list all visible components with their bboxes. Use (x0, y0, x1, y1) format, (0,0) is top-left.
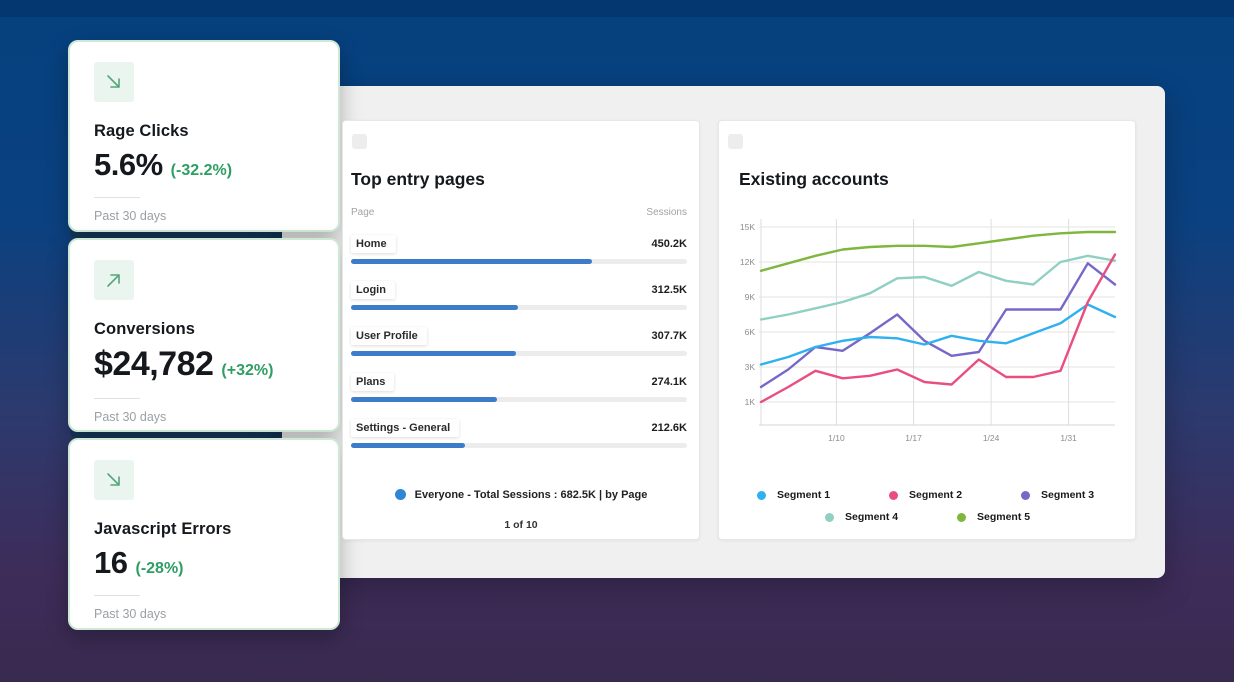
arrow-down-right-icon (107, 473, 120, 486)
sessions-value: 274.1K (651, 376, 687, 388)
page-label[interactable]: Home (351, 235, 396, 253)
sessions-bar (351, 259, 592, 264)
sessions-bar (351, 397, 498, 402)
metric-value: 16 (94, 545, 128, 580)
legend-item-segment-3[interactable]: Segment 3 (1021, 489, 1153, 501)
sessions-bar (351, 305, 519, 310)
metric-value: 5.6% (94, 147, 163, 182)
sessions-bar (351, 443, 465, 448)
svg-text:3K: 3K (745, 362, 756, 372)
metric-delta: (-28%) (135, 560, 184, 577)
sessions-bar (351, 351, 516, 356)
bar-track (351, 397, 687, 402)
column-header-page: Page (351, 207, 375, 218)
page-label[interactable]: User Profile (351, 327, 427, 345)
legend-item-segment-1[interactable]: Segment 1 (757, 489, 889, 501)
column-header-sessions: Sessions (646, 207, 687, 218)
divider (94, 595, 140, 596)
metric-title: Rage Clicks (94, 122, 189, 140)
legend-item-segment-5[interactable]: Segment 5 (957, 511, 1089, 523)
svg-text:9K: 9K (745, 292, 756, 302)
metric-title: Javascript Errors (94, 520, 232, 538)
metric-title: Conversions (94, 320, 196, 338)
legend-dot-icon (1021, 490, 1030, 500)
metric-value: $24,782 (94, 345, 214, 383)
legend-label: Segment 1 (777, 489, 831, 501)
chart-legend-text: Everyone - Total Sessions : 682.5K | by … (414, 488, 648, 501)
drag-handle-icon[interactable] (352, 134, 367, 149)
table-row[interactable]: Login 312.5K (351, 280, 687, 310)
legend-dot-icon (825, 512, 834, 522)
trend-icon-box (94, 460, 134, 500)
panel-title: Top entry pages (351, 169, 485, 189)
svg-text:1/24: 1/24 (983, 433, 1000, 443)
series-dot-icon (394, 489, 406, 500)
sessions-value: 450.2K (651, 238, 687, 250)
page-label[interactable]: Settings - General (351, 419, 460, 437)
bar-track (351, 259, 687, 264)
divider (94, 197, 140, 198)
bar-track (351, 305, 687, 310)
metric-card-javascript-errors[interactable]: Javascript Errors 16 (-28%) Past 30 days (68, 438, 340, 630)
legend-dot-icon (757, 490, 766, 500)
page-label[interactable]: Login (351, 281, 395, 299)
existing-accounts-panel: Existing accounts 15K 12K 9K 6K 3K 1K 1/10 1/17… (718, 120, 1136, 540)
legend-label: Segment 2 (909, 489, 963, 501)
sessions-value: 307.7K (651, 330, 687, 342)
svg-text:12K: 12K (740, 257, 755, 267)
legend-dot-icon (957, 512, 966, 522)
metric-period: Past 30 days (94, 209, 167, 223)
legend-label: Segment 4 (845, 511, 899, 523)
arrow-up-right-icon (107, 274, 120, 287)
metric-card-conversions[interactable]: Conversions $24,782 (+32%) Past 30 days (68, 238, 340, 432)
panel-title: Existing accounts (739, 169, 889, 189)
svg-text:6K: 6K (745, 327, 756, 337)
metric-delta: (+32%) (221, 362, 274, 379)
svg-text:1K: 1K (745, 397, 756, 407)
legend-item-segment-2[interactable]: Segment 2 (889, 489, 1021, 501)
sessions-value: 212.6K (651, 422, 687, 434)
svg-text:1/10: 1/10 (828, 433, 845, 443)
legend-label: Segment 5 (977, 511, 1031, 523)
svg-text:15K: 15K (740, 222, 755, 232)
metric-card-rage-clicks[interactable]: Rage Clicks 5.6% (-32.2%) Past 30 days (68, 40, 340, 232)
page-label[interactable]: Plans (351, 373, 395, 391)
svg-text:1/17: 1/17 (905, 433, 922, 443)
trend-icon-box (94, 62, 134, 102)
legend-dot-icon (889, 490, 898, 500)
bar-track (351, 351, 687, 356)
table-row[interactable]: Home 450.2K (351, 234, 687, 264)
divider (94, 398, 140, 399)
legend-label: Segment 3 (1041, 489, 1095, 501)
bar-track (351, 443, 687, 448)
sessions-value: 312.5K (651, 284, 687, 296)
table-row[interactable]: Settings - General 212.6K (351, 418, 687, 448)
drag-handle-icon[interactable] (728, 134, 743, 149)
legend-item-segment-4[interactable]: Segment 4 (825, 511, 957, 523)
metric-period: Past 30 days (94, 607, 167, 621)
table-row[interactable]: User Profile 307.7K (351, 326, 687, 356)
metric-period: Past 30 days (94, 410, 167, 424)
pagination-label: 1 of 10 (504, 519, 538, 531)
background-top-band (0, 0, 1234, 17)
trend-icon-box (94, 260, 134, 300)
metric-delta: (-32.2%) (170, 162, 233, 179)
table-row[interactable]: Plans 274.1K (351, 372, 687, 402)
top-entry-pages-panel: Top entry pages Page Sessions Home 450.2… (342, 120, 700, 540)
svg-text:1/31: 1/31 (1060, 433, 1077, 443)
arrow-down-right-icon (107, 75, 120, 88)
existing-accounts-line-chart: 15K 12K 9K 6K 3K 1K 1/10 1/17 1/24 1/31 (740, 219, 1117, 443)
